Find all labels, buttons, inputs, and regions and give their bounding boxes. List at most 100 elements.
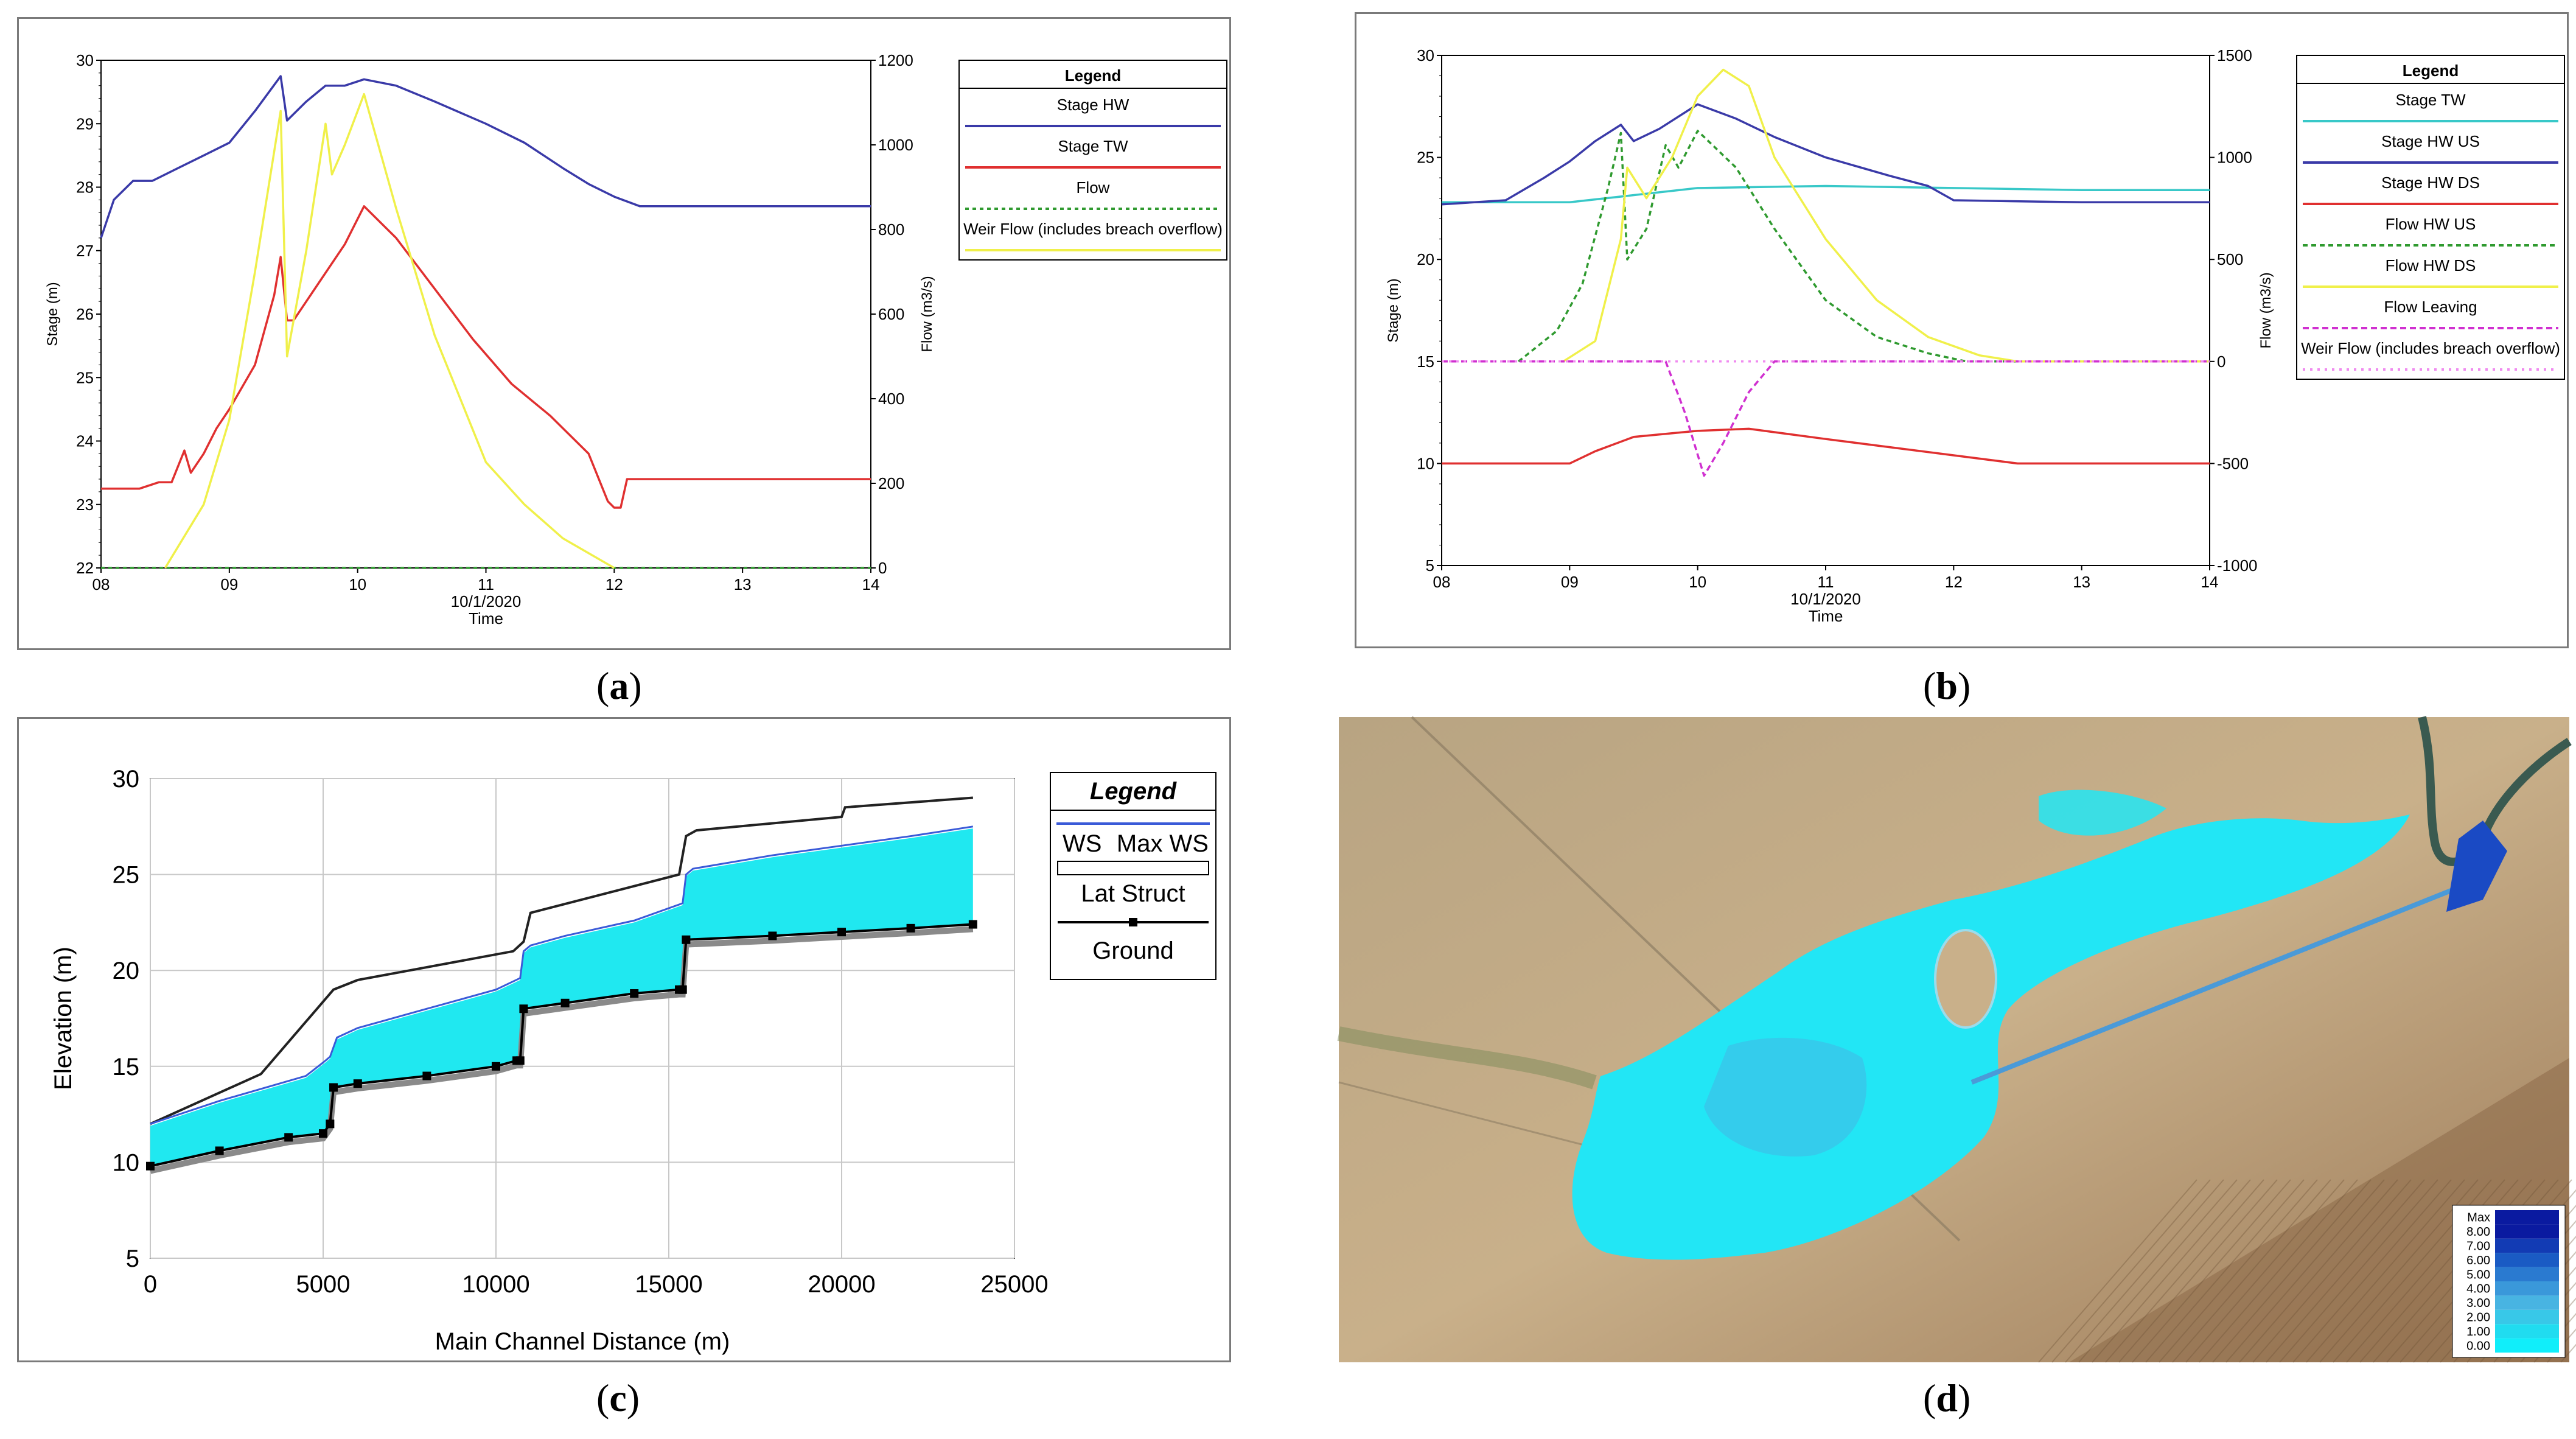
x-tick-label: 08 [1433, 573, 1451, 591]
plot-area [1441, 55, 2210, 566]
x-tick-label: 5000 [296, 1271, 351, 1298]
x-tick-label: 14 [2201, 573, 2219, 591]
field-stripe [2065, 1179, 2224, 1363]
depth-legend-label: 3.00 [2466, 1297, 2490, 1310]
field-stripe [2078, 1179, 2238, 1363]
series-line-weir-flow-includes-breach-overflow- [164, 93, 615, 569]
y-tick-label: 10 [113, 1149, 140, 1176]
ground-marker [353, 1079, 362, 1088]
series-line-stage-tw [101, 205, 871, 509]
ground-marker [560, 998, 570, 1007]
depth-legend-label: 2.00 [2466, 1311, 2490, 1325]
legend-label-lat-struct: Lat Struct [1081, 880, 1185, 907]
series-line-max-ws [150, 825, 974, 1125]
series-line-lat-struct [150, 796, 973, 1126]
series-line-stage-tw [1442, 184, 2210, 204]
field-stripe [2145, 1179, 2305, 1363]
ground-marker [678, 985, 687, 994]
legend-label-ws: WS [1063, 830, 1101, 857]
x-tick-label: 12 [1945, 573, 1963, 591]
y2-tick-label: 500 [2217, 250, 2243, 268]
y-tick-label: 25 [76, 368, 94, 387]
field-stripe [2279, 1179, 2438, 1363]
field-stripe [2051, 1179, 2211, 1363]
x-tick-label: 09 [220, 575, 238, 593]
field-stripe [2132, 1179, 2291, 1363]
field-stripe [2252, 1179, 2412, 1363]
y-tick-label: 23 [76, 495, 94, 514]
depth-legend-swatch [2495, 1309, 2559, 1325]
x-tick-label: 15000 [635, 1271, 702, 1298]
depth-legend-swatch [2495, 1253, 2559, 1267]
depth-legend-label: 1.00 [2466, 1325, 2490, 1339]
series-line-flow-hw-us [1518, 130, 2210, 363]
x-tick-label: 10000 [462, 1271, 529, 1298]
depth-legend-swatch [2495, 1238, 2559, 1253]
series-line-stage-hw-us [1441, 103, 2210, 206]
legend-entry-label: Weir Flow (includes breach overflow) [2301, 339, 2560, 357]
ground-marker [319, 1129, 327, 1138]
y2-tick-label: 800 [878, 220, 904, 239]
farmland-area [2069, 1058, 2569, 1362]
legend-swatch-lat-struct [1057, 861, 1209, 875]
x-tick-label: 11 [478, 575, 494, 593]
y2-tick-label: 200 [878, 474, 904, 492]
x-axis-label: Time [469, 609, 503, 628]
x-date-label: 10/1/2020 [451, 592, 522, 611]
flood-lobe-north [2039, 790, 2166, 836]
field-stripe [2172, 1179, 2331, 1363]
depth-legend-swatch [2495, 1324, 2559, 1339]
legend-entry-label: Flow Leaving [2384, 298, 2477, 316]
caption-d: (d) [1923, 1376, 1971, 1420]
y-tick-label: 5 [126, 1245, 139, 1272]
ground-marker [326, 1119, 335, 1129]
series-line-flow-leaving [1442, 360, 2210, 477]
breach-deep-water [2446, 821, 2507, 912]
ground-marker [968, 920, 977, 929]
caption-a: (a) [596, 664, 642, 707]
panel-a: 22 23 24 25 26 27 28 29 30 0 200 400 600 800 1000 1200 0… [17, 17, 1231, 650]
deeper-water-zone [1704, 1037, 1867, 1157]
embankment-line [1970, 885, 2460, 1085]
caption-b: (b) [1923, 664, 1971, 707]
chart-b: 5 10 15 20 25 30 -1000 -500 0 500 1000 1500 08 09 10 11… [1385, 46, 2565, 625]
y-tick-label: 27 [76, 242, 94, 260]
y-tick-label: 22 [76, 559, 94, 577]
chart-a: 22 23 24 25 26 27 28 29 30 0 200 400 600 800 1000 1200 0… [44, 51, 1227, 628]
x-tick-label: 08 [92, 575, 110, 593]
y2-tick-label: 1000 [878, 136, 913, 154]
ground-marker [329, 1083, 338, 1092]
y-axis-label: Elevation (m) [50, 947, 77, 1090]
y2-tick-label: 1000 [2217, 149, 2252, 167]
field-stripe [2319, 1179, 2479, 1363]
ground-marker [146, 1161, 155, 1171]
y2-tick-label: 600 [878, 305, 904, 323]
panel-d: Max 8.00 7.00 6.00 5.00 4.00 3.00 2.00 1.00 0.00 [1337, 716, 2576, 1363]
field-stripe [2212, 1179, 2372, 1363]
x-date-label: 10/1/2020 [1790, 590, 1861, 608]
legend-title: Legend [1090, 778, 1178, 805]
field-stripe [2185, 1179, 2345, 1363]
y-axis-label: Stage (m) [44, 282, 61, 346]
ground-marker [284, 1133, 293, 1142]
x-tick-label: 13 [2073, 573, 2090, 591]
x-tick-label: 11 [1818, 573, 1834, 591]
depth-legend-label: 0.00 [2466, 1339, 2490, 1353]
depth-legend-swatch [2495, 1267, 2559, 1281]
depth-legend-swatch [2495, 1224, 2559, 1239]
ground-marker [422, 1071, 431, 1080]
depth-legend-swatch [2495, 1295, 2559, 1310]
depth-legend-label: Max [2467, 1211, 2490, 1225]
field-stripe [2225, 1179, 2385, 1363]
legend-entry-label: Stage HW [1057, 96, 1129, 114]
field-stripe [2038, 1179, 2197, 1363]
vegetated-depression [1337, 1026, 1597, 1090]
legend-swatch-ground-marker [1129, 918, 1137, 926]
y-tick-label: 10 [1417, 454, 1434, 472]
legend-label-max-ws: Max WS [1117, 830, 1209, 857]
x-axis-label: Main Channel Distance (m) [435, 1328, 730, 1355]
y2-tick-label: -1000 [2217, 556, 2258, 575]
x-tick-label: 09 [1561, 573, 1579, 591]
ground-marker [906, 923, 915, 933]
plot-area [100, 60, 871, 569]
